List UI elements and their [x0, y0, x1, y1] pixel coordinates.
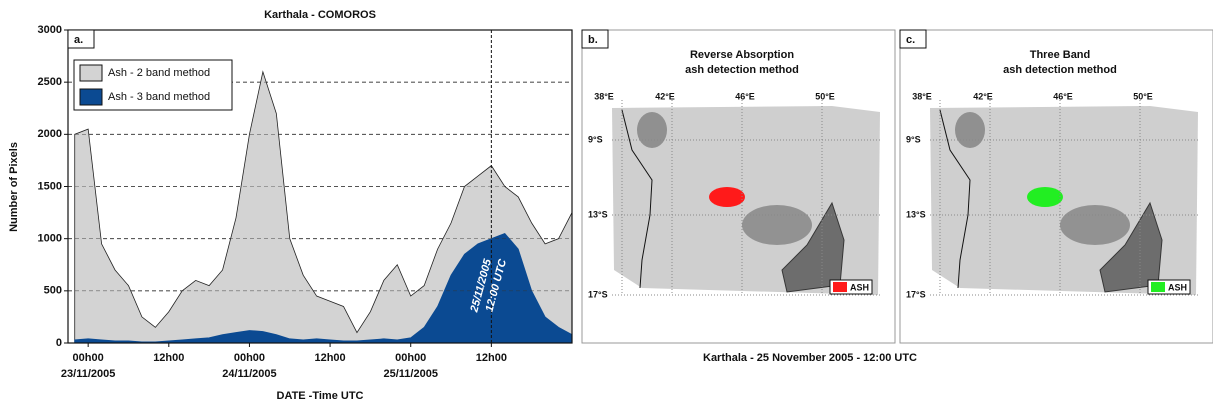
lon-label: 42°E: [655, 91, 675, 101]
legend-swatch: [79, 64, 103, 82]
date-label: 25/11/2005: [383, 368, 437, 380]
map-title: Three Band: [1030, 49, 1091, 61]
madagascar: [1099, 201, 1163, 293]
y-tick-label: 2500: [38, 76, 62, 88]
x-axis-label: DATE -Time UTC: [277, 390, 364, 402]
panel-label-box: [899, 29, 927, 49]
ash-plume: [709, 187, 745, 207]
chart-title: Karthala - COMOROS: [264, 9, 376, 21]
x-tick-label: 12h00: [314, 352, 345, 364]
y-tick-label: 1500: [38, 180, 62, 192]
x-tick-label: 00h00: [234, 352, 265, 364]
lat-label: 13°S: [588, 209, 608, 219]
coast: [621, 109, 653, 289]
x-tick-label: 12h00: [476, 352, 507, 364]
map-title: Reverse Absorption: [690, 49, 794, 61]
x-tick-label: 12h00: [153, 352, 184, 364]
caption: Karthala - 25 November 2005 - 12:00 UTC: [703, 352, 917, 364]
lat-label: 17°S: [588, 289, 608, 299]
map-subtitle: ash detection method: [685, 64, 799, 76]
lat-label: 13°S: [906, 209, 926, 219]
y-axis-label: Number of Pixels: [8, 142, 20, 232]
x-tick-label: 00h00: [395, 352, 426, 364]
lon-label: 42°E: [973, 91, 993, 101]
y-tick-label: 500: [44, 285, 62, 297]
legend-swatch: [1151, 282, 1165, 292]
panel-label: c.: [906, 34, 915, 46]
legend-label: Ash - 2 band method: [108, 67, 210, 79]
cloud: [637, 112, 667, 148]
lat-label: 9°S: [906, 134, 921, 144]
panel-label-box: [581, 29, 609, 49]
lat-label: 9°S: [588, 134, 603, 144]
legend-label: ASH: [1168, 282, 1187, 292]
legend-label: ASH: [850, 282, 869, 292]
map-subtitle: ash detection method: [1003, 64, 1117, 76]
lon-label: 50°E: [1133, 91, 1153, 101]
legend-swatch: [79, 88, 103, 106]
cloud: [955, 112, 985, 148]
cloud: [1060, 205, 1130, 245]
legend-swatch: [833, 282, 847, 292]
y-tick-label: 3000: [38, 24, 62, 36]
panel-label-box: [67, 29, 95, 49]
coast: [939, 109, 971, 289]
madagascar: [781, 201, 845, 293]
ash-plume: [1027, 187, 1063, 207]
legend-label: Ash - 3 band method: [108, 91, 210, 103]
lon-label: 38°E: [594, 91, 614, 101]
y-tick-label: 1000: [38, 233, 62, 245]
x-tick-label: 00h00: [73, 352, 104, 364]
cloud: [742, 205, 812, 245]
y-tick-label: 2000: [38, 128, 62, 140]
panel-label: a.: [74, 34, 83, 46]
lon-label: 46°E: [1053, 91, 1073, 101]
area: [74, 70, 573, 344]
lon-label: 38°E: [912, 91, 932, 101]
lon-label: 46°E: [735, 91, 755, 101]
lat-label: 17°S: [906, 289, 926, 299]
date-label: 24/11/2005: [222, 368, 276, 380]
lon-label: 50°E: [815, 91, 835, 101]
panel-label: b.: [588, 34, 598, 46]
y-tick-label: 0: [56, 337, 62, 349]
date-label: 23/11/2005: [61, 368, 115, 380]
